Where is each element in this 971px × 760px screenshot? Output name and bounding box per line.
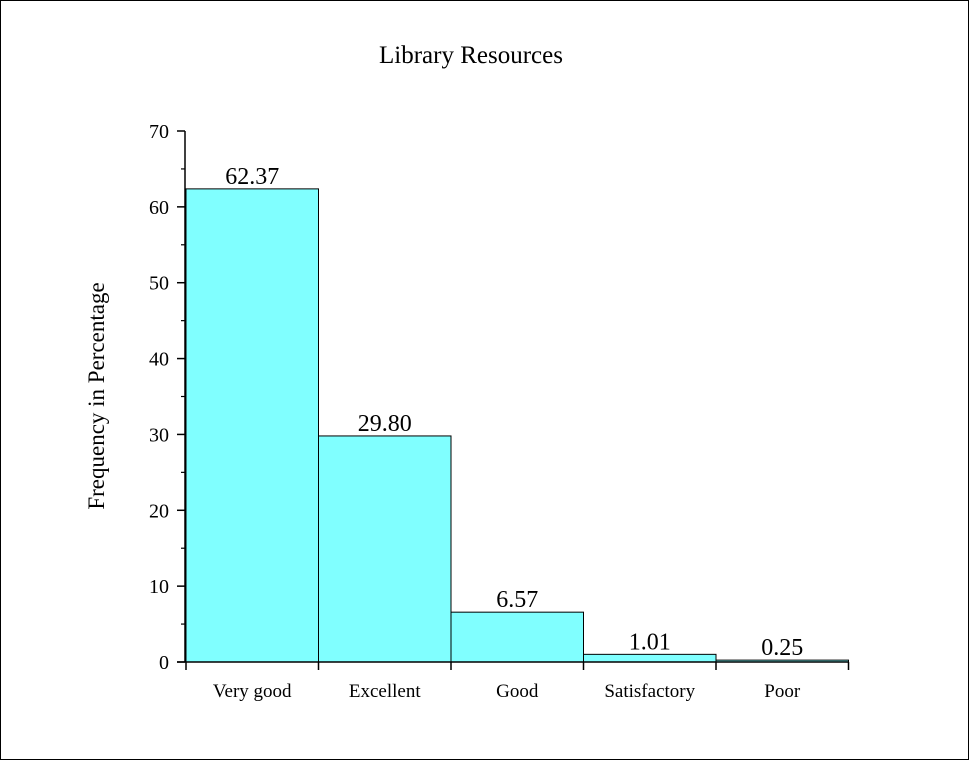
x-tick-labels-group: Very good Excellent Good Satisfactory Poor (213, 681, 801, 702)
y-axis-label: Frequency in Percentage (84, 282, 109, 509)
x-tick-label: Very good (213, 681, 292, 702)
y-tick-label: 60 (149, 197, 169, 219)
value-label: 62.37 (225, 164, 279, 190)
x-tick-label: Satisfactory (604, 681, 695, 702)
y-tick-label: 30 (149, 424, 169, 446)
value-label: 29.80 (358, 411, 412, 437)
axes-group (177, 130, 850, 670)
bar-excellent (318, 435, 452, 663)
x-tick-label: Poor (764, 681, 801, 702)
bars-group (185, 188, 849, 663)
x-tick-label: Good (496, 681, 539, 702)
y-tick-label: 40 (149, 349, 169, 371)
y-tick-label: 10 (149, 576, 169, 598)
value-label: 1.01 (629, 629, 671, 655)
value-label: 6.57 (496, 587, 538, 613)
bar-good (450, 611, 584, 663)
y-tick-label: 50 (149, 273, 169, 295)
y-tick-label: 0 (159, 652, 169, 674)
chart-title: Library Resources (379, 42, 563, 69)
y-tick-label: 70 (149, 121, 169, 143)
y-tick-labels-group: 0 10 20 30 40 50 60 70 (149, 121, 169, 674)
y-tick-label: 20 (149, 500, 169, 522)
value-labels-group: 62.37 29.80 6.57 1.01 0.25 (225, 164, 803, 661)
x-tick-label: Excellent (349, 681, 421, 702)
bar-satisfactory (583, 653, 717, 663)
bar-very-good (185, 188, 319, 663)
value-label: 0.25 (761, 635, 803, 661)
